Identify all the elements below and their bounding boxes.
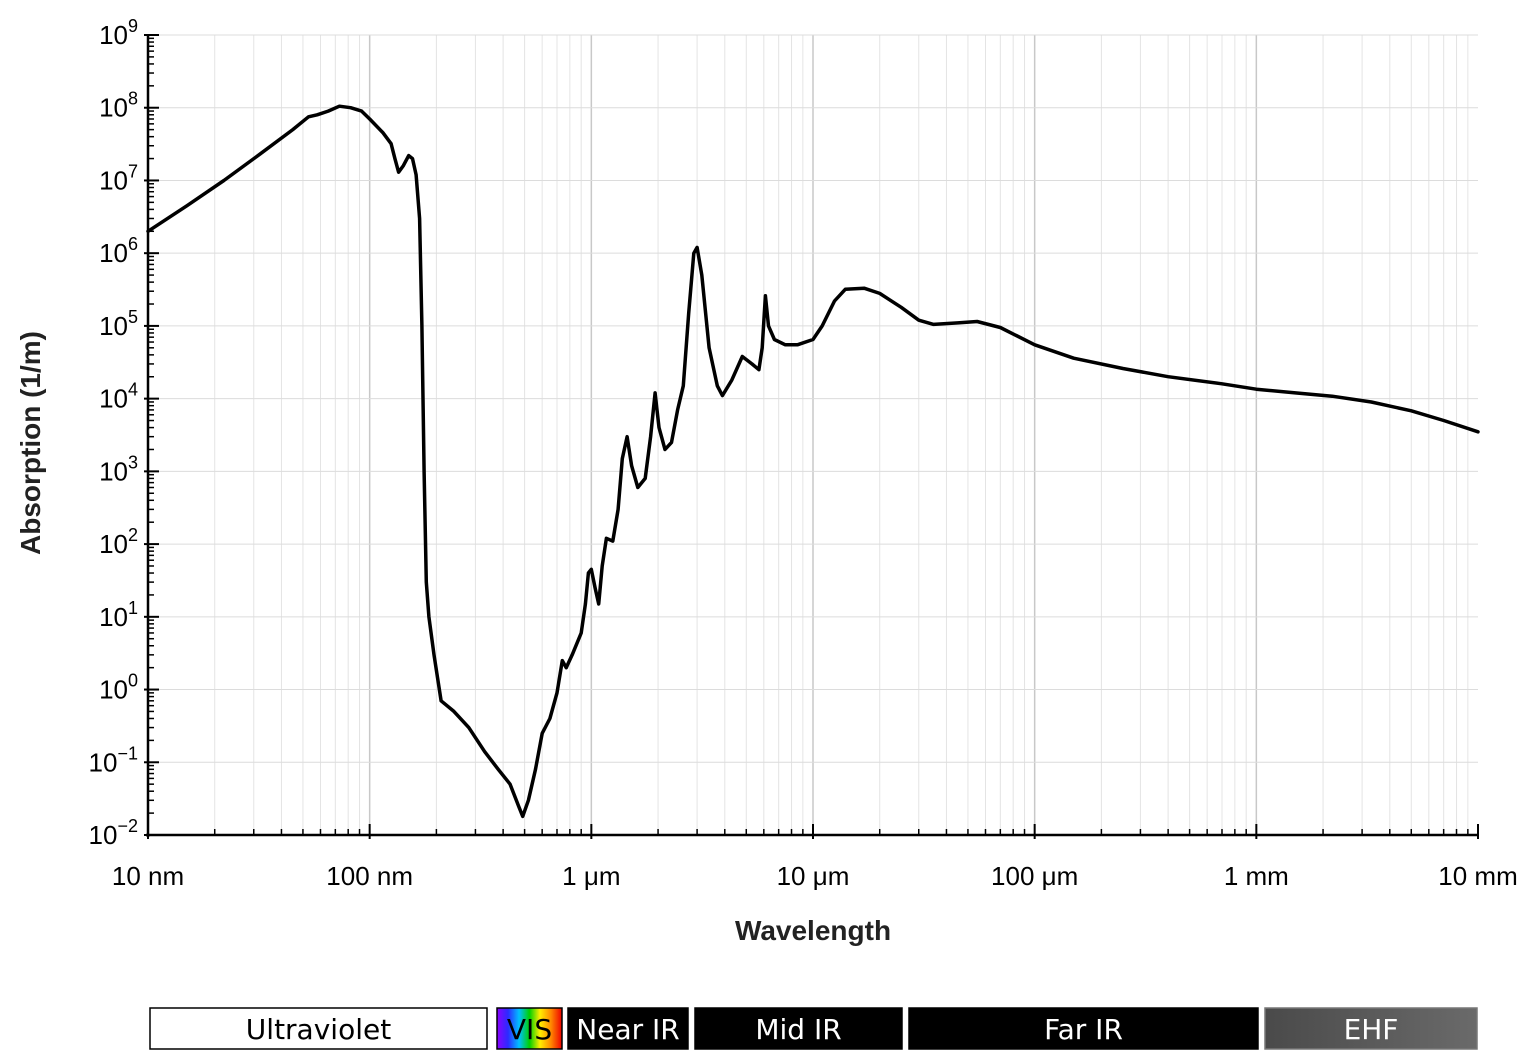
y-tick-label: 109 [99, 16, 138, 50]
band-rect [496, 1007, 563, 1050]
x-tick-label: 10 mm [1438, 861, 1517, 891]
y-tick-exponent: 9 [128, 16, 138, 36]
y-tick-base: 10 [99, 165, 128, 195]
y-tick-exponent: 8 [128, 89, 138, 109]
y-tick-base: 10 [99, 529, 128, 559]
y-tick-base: 10 [99, 602, 128, 632]
x-tick-label: 10 nm [112, 861, 184, 891]
band-label: EHF [1344, 1013, 1399, 1046]
y-tick-base: 10 [99, 456, 128, 486]
band-vis: VIS [496, 1007, 563, 1050]
band-ultraviolet: Ultraviolet [149, 1007, 488, 1050]
band-label: Far IR [1044, 1013, 1123, 1046]
y-tick-exponent: 0 [128, 671, 138, 691]
band-ehf: EHF [1264, 1007, 1478, 1050]
y-tick-label: 103 [99, 452, 138, 486]
y-tick-base: 10 [99, 311, 128, 341]
y-tick-base: 10 [99, 20, 128, 50]
x-tick-label: 100 μm [991, 861, 1078, 891]
y-tick-exponent: −2 [117, 816, 138, 836]
grid [147, 34, 1478, 836]
y-tick-exponent: 7 [128, 161, 138, 181]
y-tick-exponent: 4 [128, 380, 138, 400]
y-tick-label: 106 [99, 234, 138, 268]
y-tick-base: 10 [99, 93, 128, 123]
x-tick-label: 100 nm [326, 861, 413, 891]
y-tick-base: 10 [99, 384, 128, 414]
spectrum-band-bar: Ultraviolet VIS Near IR Mid IR Far IR EHF [149, 1007, 1478, 1050]
y-tick-label: 102 [99, 525, 138, 559]
y-tick-label: 10−1 [89, 743, 138, 777]
y-tick-label: 105 [99, 307, 138, 341]
y-tick-exponent: 1 [128, 598, 138, 618]
band-far-ir: Far IR [908, 1007, 1259, 1050]
y-tick-exponent: −1 [117, 743, 138, 763]
band-label: Ultraviolet [246, 1013, 391, 1046]
band-rect [149, 1007, 488, 1050]
y-tick-label: 104 [99, 380, 138, 414]
x-tick-label: 1 mm [1224, 861, 1289, 891]
y-tick-base: 10 [89, 747, 118, 777]
y-tick-label: 101 [99, 598, 138, 632]
y-tick-base: 10 [89, 820, 118, 850]
band-rect [1264, 1007, 1478, 1050]
y-tick-base: 10 [99, 238, 128, 268]
y-tick-exponent: 6 [128, 234, 138, 254]
band-label: VIS [507, 1013, 552, 1046]
band-label: Near IR [576, 1013, 679, 1046]
y-tick-label: 10−2 [89, 816, 138, 850]
band-mid-ir: Mid IR [694, 1007, 903, 1050]
y-tick-label: 108 [99, 89, 138, 123]
band-label: Mid IR [755, 1013, 841, 1046]
band-rect [694, 1007, 903, 1050]
y-tick-exponent: 2 [128, 525, 138, 545]
y-tick-exponent: 5 [128, 307, 138, 327]
x-axis-title: Wavelength [735, 915, 891, 946]
y-tick-label: 100 [99, 671, 138, 705]
series [146, 104, 1480, 819]
x-tick-label: 10 μm [777, 861, 850, 891]
tick-labels: 10−210−110010110210310410510610710810910… [89, 16, 1518, 891]
y-tick-exponent: 3 [128, 452, 138, 472]
absorption-curve [146, 104, 1480, 819]
y-axis-title: Absorption (1/m) [15, 331, 46, 555]
band-rect [567, 1007, 689, 1050]
axes [144, 34, 1479, 839]
x-tick-label: 1 μm [562, 861, 620, 891]
band-near-ir: Near IR [567, 1007, 689, 1050]
y-tick-label: 107 [99, 161, 138, 195]
band-rect [908, 1007, 1259, 1050]
y-tick-base: 10 [99, 675, 128, 705]
